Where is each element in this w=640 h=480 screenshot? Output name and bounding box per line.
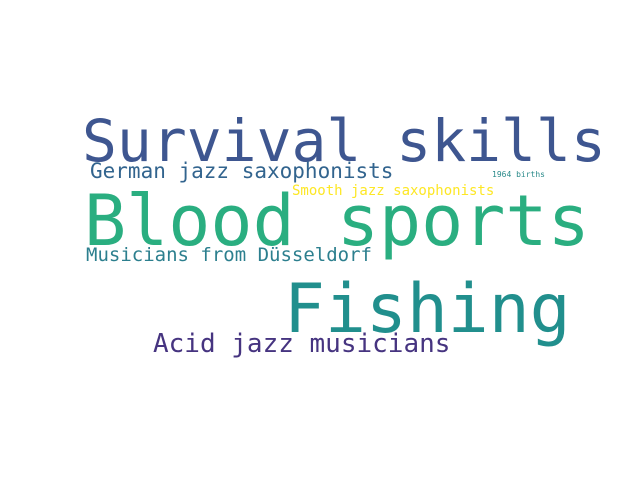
word-fishing: Fishing [284,270,571,349]
word-musicians-from-dusseldorf: Musicians from Düsseldorf [86,244,372,266]
word-1964-births: 1964 births [492,170,545,179]
word-acid-jazz-musicians: Acid jazz musicians [153,329,451,359]
word-survival-skills: Survival skills [82,107,606,175]
word-blood-sports: Blood sports [84,180,590,262]
word-smooth-jazz-saxophonists: Smooth jazz saxophonists [292,183,495,199]
word-german-jazz-saxophonists: German jazz saxophonists [90,159,394,183]
